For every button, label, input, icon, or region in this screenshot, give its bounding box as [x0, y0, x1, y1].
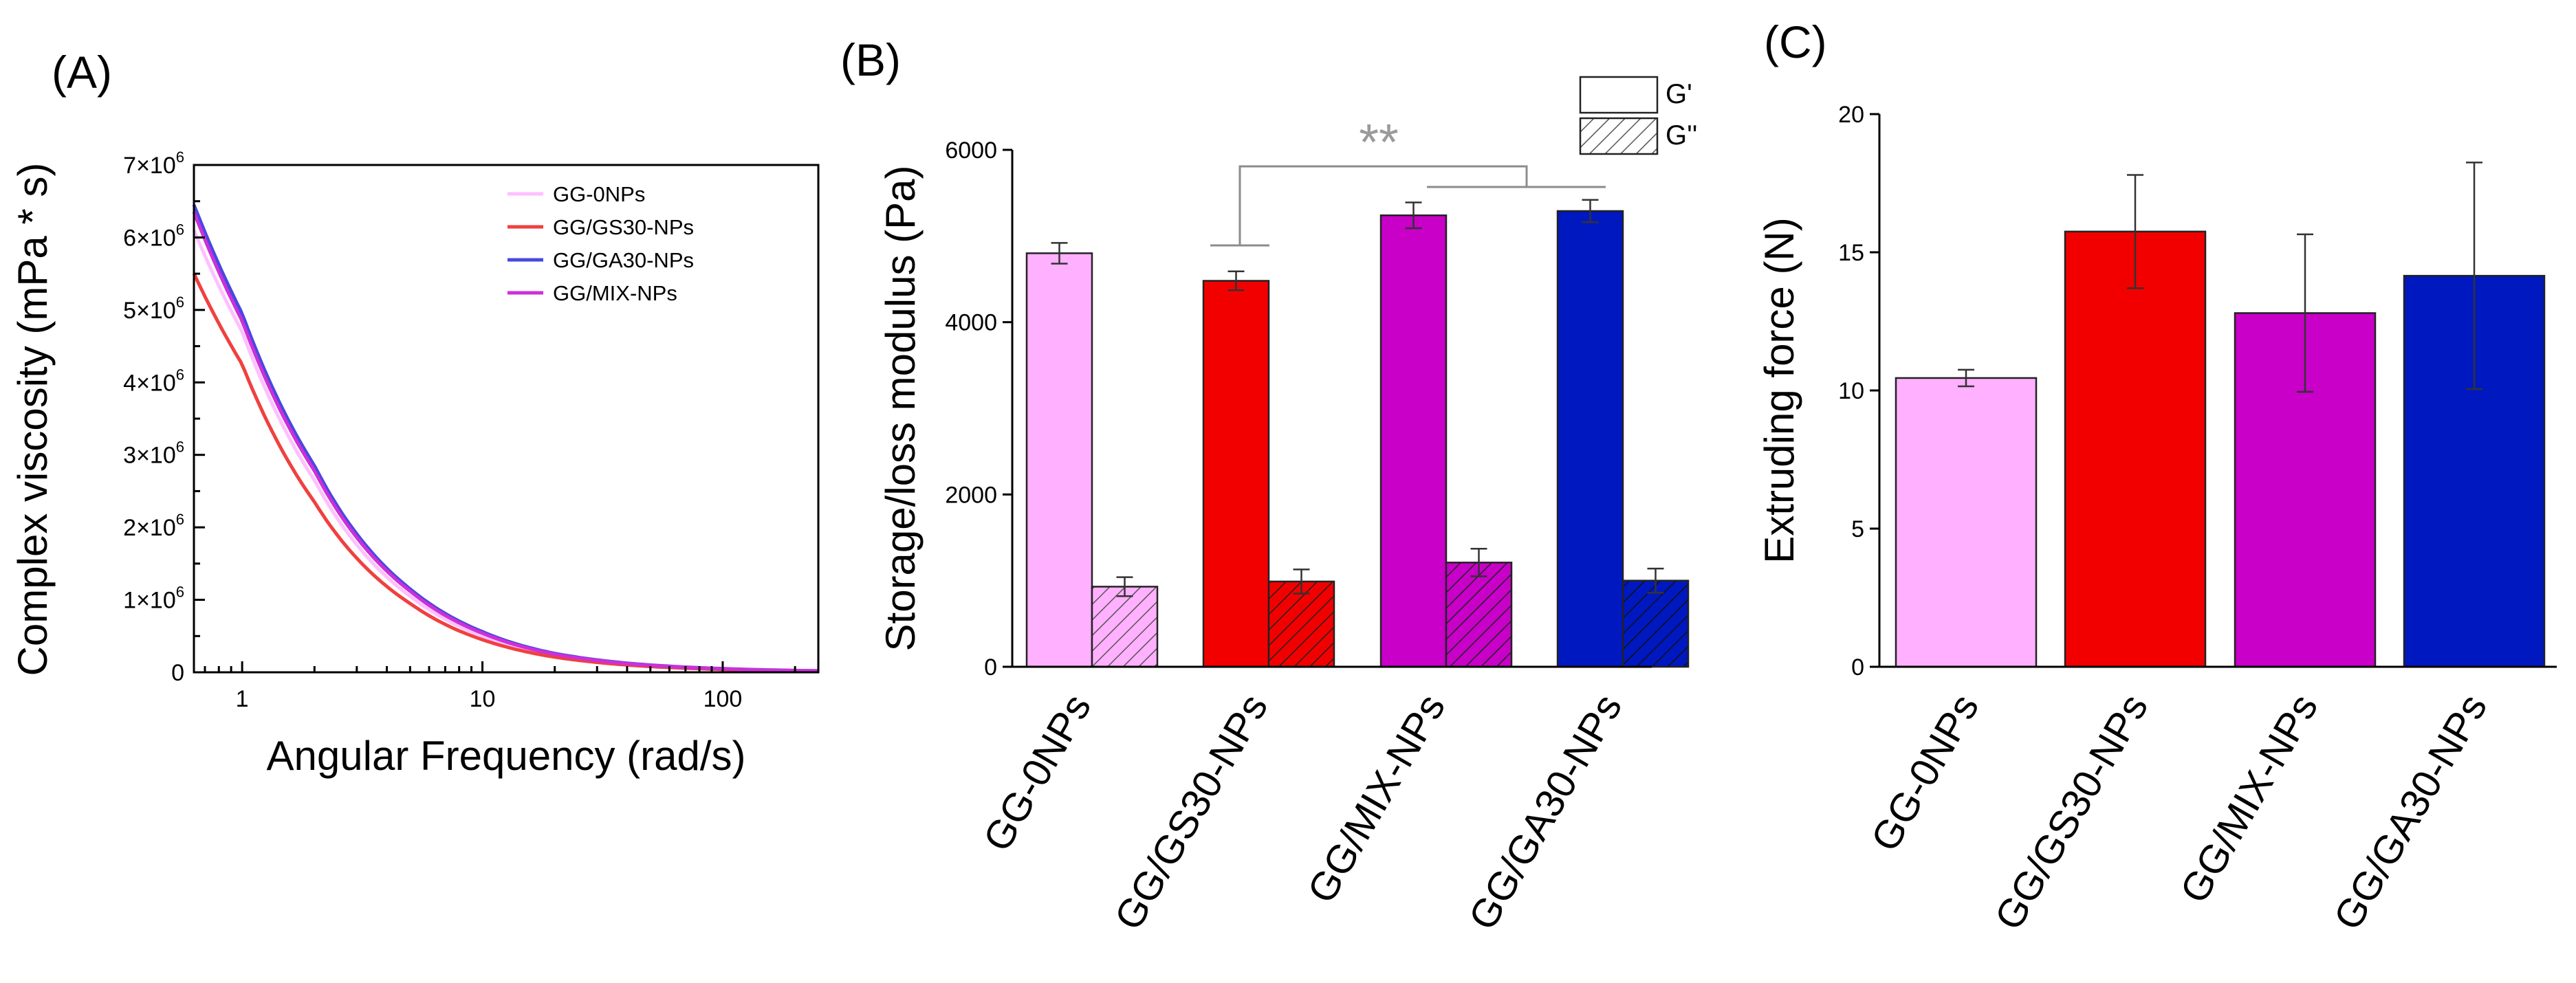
legend-label-gg-0nps: GG-0NPs	[553, 182, 645, 206]
panel-c-y-ticks: 0 5 10 15 20	[1838, 102, 1879, 681]
y-tick-label: 20	[1838, 102, 1864, 128]
bar-storage-gg-ga30-nps	[1556, 210, 1624, 668]
panel-a-legend: GG-0NPs GG/GS30-NPs GG/GA30-NPs GG/MIX-N…	[507, 182, 694, 305]
category-label-gg-gs30-nps: GG/GS30-NPs	[1106, 687, 1276, 938]
panel-b-category-labels: GG-0NPs GG/GS30-NPs GG/MIX-NPs GG/GA30-NPs	[974, 687, 1630, 938]
y-tick-label: 4000	[945, 310, 997, 336]
y-tick-exp: 6	[176, 439, 184, 456]
category-label-gg-0nps: GG-0NPs	[1862, 687, 1987, 859]
bar-force-gg-0nps	[1895, 377, 2038, 668]
bar-storage-gg-mix-nps	[1379, 214, 1448, 668]
significance-stars: **	[1359, 113, 1399, 170]
y-tick-label: 2000	[945, 482, 997, 508]
legend-swatch-loss	[1579, 117, 1659, 155]
y-tick-exp: 6	[176, 511, 184, 528]
curve-gg-mix-nps	[192, 211, 819, 673]
panel-b-legend: G' G''	[1579, 76, 1697, 155]
x-tick-label: 10	[470, 686, 496, 712]
y-tick-base: 1×10	[123, 588, 176, 614]
y-tick-label: 5×106	[123, 294, 184, 324]
panel-b-y-axis-label: Storage/loss modulus (Pa)	[877, 166, 924, 652]
y-tick-exp: 6	[176, 148, 184, 166]
y-tick-base: 7×10	[123, 153, 176, 179]
y-tick-base: 5×10	[123, 298, 176, 324]
bar-loss-gg-0nps	[1091, 586, 1159, 668]
y-tick-exp: 6	[176, 366, 184, 383]
y-tick-label: 7×106	[123, 148, 184, 179]
y-tick-exp: 6	[176, 294, 184, 311]
bar-force-gg-gs30-nps	[2064, 230, 2207, 668]
y-tick-label: 3×106	[123, 439, 184, 469]
panel-b-bars	[1025, 199, 1690, 668]
panel-a-y-axis-label: Complex viscosity (mPa * s)	[10, 163, 56, 676]
y-tick-exp: 6	[176, 584, 184, 601]
panel-a-x-axis-label: Angular Frequency (rad/s)	[267, 733, 746, 779]
legend-label-storage: G'	[1666, 79, 1692, 109]
y-tick-label: 2×106	[123, 511, 184, 541]
category-label-gg-ga30-nps: GG/GA30-NPs	[2325, 687, 2496, 938]
panel-a-label: (A)	[52, 47, 112, 98]
panel-c-axes	[1878, 114, 2557, 668]
panel-b-modulus-chart: (B) 0 2000 4000 6000 GG-0NPs GG/GS30-NPs GG/M…	[840, 34, 1697, 938]
y-tick-label: 0	[1851, 654, 1864, 681]
y-tick-label: 1×106	[123, 584, 184, 614]
panel-b-axes	[1011, 150, 1652, 668]
legend-swatch-storage	[1579, 76, 1659, 114]
y-tick-label: 6×106	[123, 221, 184, 251]
panel-b-significance: **	[1210, 113, 1606, 247]
y-tick-label: 4×106	[123, 366, 184, 396]
panel-c-y-axis-label: Extruding force (N)	[1756, 217, 1802, 564]
category-label-gg-gs30-nps: GG/GS30-NPs	[1986, 687, 2157, 938]
panel-b-label: (B)	[840, 34, 901, 85]
panel-c-bars	[1895, 162, 2546, 668]
y-tick-exp: 6	[176, 221, 184, 238]
bar-loss-gg-ga30-nps	[1622, 579, 1690, 668]
curve-gg-0nps	[192, 229, 819, 673]
panel-a-curves	[192, 204, 819, 673]
category-label-gg-0nps: GG-0NPs	[974, 687, 1100, 859]
category-label-gg-mix-nps: GG/MIX-NPs	[1299, 687, 1454, 911]
y-tick-label: 0	[171, 660, 184, 686]
y-tick-label: 5	[1851, 516, 1864, 542]
legend-label-loss: G''	[1666, 120, 1697, 151]
y-tick-base: 6×10	[123, 225, 176, 251]
bar-storage-gg-gs30-nps	[1202, 280, 1270, 668]
y-tick-label: 6000	[945, 137, 997, 164]
bar-storage-gg-0nps	[1025, 252, 1093, 668]
y-tick-base: 0	[171, 660, 184, 686]
panel-c-label: (C)	[1764, 16, 1827, 67]
curve-gg-gs30-nps	[192, 273, 819, 673]
significance-bracket-left	[1238, 165, 1528, 245]
y-tick-base: 2×10	[123, 515, 176, 541]
y-tick-base: 3×10	[123, 443, 176, 469]
category-label-gg-mix-nps: GG/MIX-NPs	[2172, 687, 2326, 911]
y-tick-label: 10	[1838, 378, 1864, 404]
panel-a-plot-frame	[193, 164, 820, 674]
x-tick-label: 100	[703, 686, 743, 712]
bar-loss-gg-mix-nps	[1445, 562, 1513, 668]
category-label-gg-ga30-nps: GG/GA30-NPs	[1460, 687, 1630, 938]
panel-b-y-ticks: 0 2000 4000 6000	[945, 137, 1012, 681]
legend-label-gg-gs30-nps: GG/GS30-NPs	[553, 215, 694, 239]
y-tick-base: 4×10	[123, 370, 176, 396]
x-tick-label: 1	[236, 686, 249, 712]
legend-label-gg-ga30-nps: GG/GA30-NPs	[553, 248, 694, 272]
legend-label-gg-mix-nps: GG/MIX-NPs	[553, 281, 677, 305]
y-tick-label: 0	[984, 654, 997, 681]
y-tick-label: 15	[1838, 240, 1864, 266]
panel-a-viscosity-chart: (A) 01×1062×1063×1064×1065×1066×1067×106…	[10, 47, 820, 779]
